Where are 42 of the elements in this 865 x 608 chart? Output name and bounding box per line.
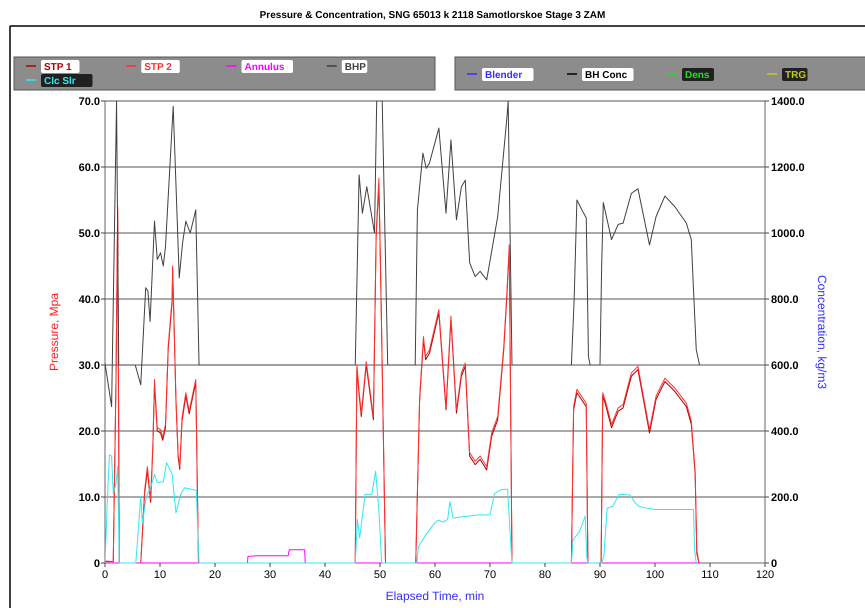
y2-tick-label: 600.0 [771, 360, 799, 372]
x-tick-label: 80 [538, 569, 552, 581]
x-axis-title: Elapsed Time, min [386, 589, 484, 603]
legend-label: Blender [485, 70, 522, 81]
legend-label: BHP [344, 62, 366, 73]
x-tick-label: 10 [154, 569, 166, 581]
legend-label: TRG [785, 70, 806, 81]
y-axis-title: Pressure, Mpa [47, 292, 61, 372]
y2-tick-label: 400.0 [771, 426, 799, 438]
legend-label: BH Conc [585, 70, 628, 81]
x-tick-label: 100 [646, 569, 664, 581]
y-tick-label: 40.0 [78, 294, 100, 306]
y2-tick-label: 1000.0 [771, 228, 805, 240]
y-tick-label: 60.0 [78, 162, 100, 174]
x-tick-label: 0 [102, 569, 108, 581]
x-tick-label: 70 [484, 569, 496, 581]
y2-tick-label: 800.0 [771, 294, 799, 306]
y-tick-label: 50.0 [78, 228, 100, 240]
legend-label: STP 2 [144, 62, 172, 73]
y-tick-label: 10.0 [78, 492, 100, 504]
x-tick-label: 110 [701, 569, 719, 581]
chart-title: Pressure & Concentration, SNG 65013 k 2118 Samotlorskoe Stage 3 ZAM [260, 10, 606, 21]
y2-tick-label: 1400.0 [771, 96, 805, 108]
x-tick-label: 60 [428, 569, 442, 581]
y-tick-label: 0 [94, 558, 100, 570]
y2-tick-label: 0 [771, 558, 778, 570]
legend-label: STP 1 [44, 62, 72, 73]
legend-label: Clc Slr [44, 76, 76, 87]
legend-label: Dens [685, 70, 710, 81]
x-tick-label: 50 [374, 569, 386, 581]
legend-label: Annulus [244, 62, 285, 73]
x-tick-label: 30 [264, 569, 276, 581]
x-tick-label: 40 [318, 569, 332, 581]
x-tick-label: 90 [594, 569, 606, 581]
y-tick-label: 70.0 [78, 96, 100, 108]
y2-tick-label: 200.0 [771, 492, 799, 504]
y-tick-label: 20.0 [78, 426, 100, 438]
y2-axis-title: Concentration, kg/m3 [815, 274, 829, 390]
y-tick-label: 30.0 [78, 360, 100, 372]
x-tick-label: 20 [208, 569, 222, 581]
y2-tick-label: 1200.0 [771, 162, 805, 174]
x-tick-label: 120 [756, 569, 774, 581]
